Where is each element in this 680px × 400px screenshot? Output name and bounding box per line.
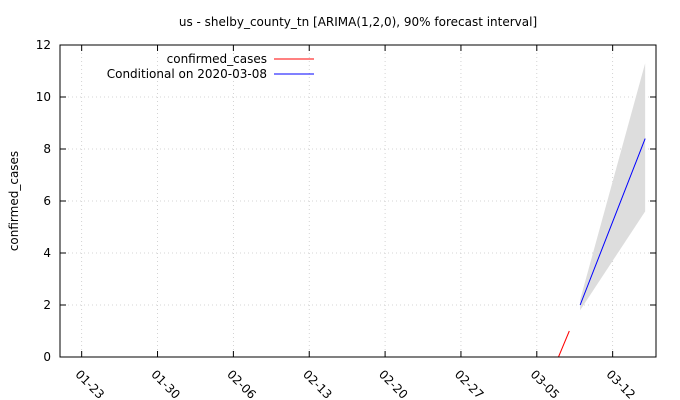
x-tick-label: 01-30 <box>148 367 183 400</box>
forecast-interval-area <box>580 63 646 311</box>
grid-lines <box>60 45 656 357</box>
series-lines <box>558 138 646 358</box>
chart-title: us - shelby_county_tn [ARIMA(1,2,0), 90%… <box>179 15 537 29</box>
y-tick-label: 10 <box>36 90 51 104</box>
series-line-2 <box>579 138 646 306</box>
y-tick-label: 6 <box>43 194 51 208</box>
forecast-interval-band <box>580 63 646 311</box>
y-tick-label: 2 <box>43 298 51 312</box>
y-tick-label: 0 <box>43 350 51 364</box>
series-line-1 <box>558 330 570 358</box>
legend-label-2: Conditional on 2020-03-08 <box>107 67 267 81</box>
x-tick-label: 02-27 <box>452 367 487 400</box>
x-tick-label: 03-05 <box>528 367 563 400</box>
y-tick-label: 12 <box>36 38 51 52</box>
x-tick-label: 03-12 <box>604 367 639 400</box>
plot-frame <box>59 44 657 358</box>
x-tick-label: 02-13 <box>300 367 335 400</box>
y-tick-label: 4 <box>43 246 51 260</box>
x-tick-label: 02-06 <box>224 367 259 400</box>
legend-label-1: confirmed_cases <box>167 52 267 66</box>
x-tick-label: 02-20 <box>376 367 411 400</box>
y-axis-label: confirmed_cases <box>7 151 21 251</box>
y-tick-label: 8 <box>43 142 51 156</box>
x-tick-label: 01-23 <box>73 367 108 400</box>
